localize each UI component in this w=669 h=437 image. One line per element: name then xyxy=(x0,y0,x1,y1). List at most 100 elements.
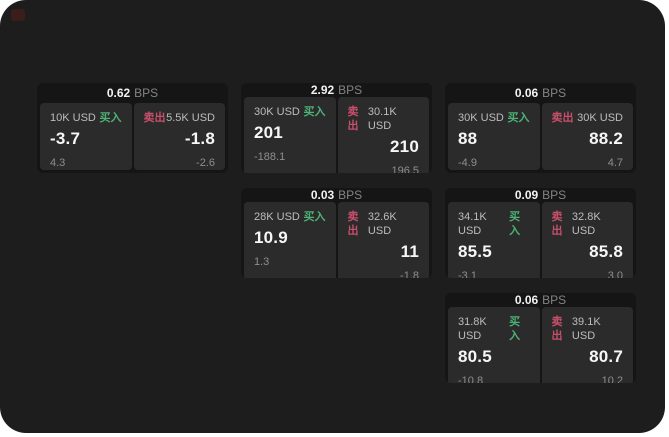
sell-side-label: 卖出 xyxy=(551,112,574,124)
bps-value: 0.03 xyxy=(310,188,335,202)
sell-side-label: 卖出 xyxy=(347,211,359,237)
buy-panel-header: 10K USD 买入 xyxy=(50,111,122,125)
sell-price: -1.8 xyxy=(184,129,215,148)
buy-panel-header: 34.1K USD 买入 xyxy=(458,210,530,238)
sell-side-label: 卖出 xyxy=(551,211,563,237)
bps-unit-label: BPS xyxy=(542,293,567,307)
buy-delta: -10.8 xyxy=(458,375,484,383)
sell-delta: -1.8 xyxy=(400,270,419,278)
quote-card[interactable]: 0.62 BPS 10K USD 买入 -3.7 4.3 卖出 5.5K USD… xyxy=(37,83,228,173)
bps-unit-label: BPS xyxy=(338,83,363,97)
buy-amount: 30K USD xyxy=(254,106,300,118)
sell-panel-header: 卖出 30.1K USD xyxy=(348,105,420,133)
buy-delta: 4.3 xyxy=(50,157,66,169)
buy-side-label: 买入 xyxy=(303,211,326,223)
card-header: 2.92 BPS xyxy=(241,83,432,97)
buy-price: -3.7 xyxy=(50,129,81,148)
buy-side-label: 买入 xyxy=(509,316,521,342)
bps-value: 0.06 xyxy=(514,293,539,307)
quote-card[interactable]: 0.03 BPS 28K USD 买入 10.9 1.3 卖出 32.6K US… xyxy=(241,188,432,278)
buy-panel[interactable]: 34.1K USD 买入 85.5 -3.1 xyxy=(448,202,540,278)
sell-amount: 30.1K USD xyxy=(367,106,397,132)
sell-panel-header: 卖出 32.8K USD xyxy=(552,210,624,238)
buy-side-label: 买入 xyxy=(507,112,530,124)
card-body: 30K USD 买入 201 -188.1 卖出 30.1K USD 210 1… xyxy=(241,97,432,173)
buy-side-label: 买入 xyxy=(99,112,122,124)
quote-card[interactable]: 0.06 BPS 31.8K USD 买入 80.5 -10.8 卖出 39.1… xyxy=(445,293,636,383)
buy-panel[interactable]: 28K USD 买入 10.9 1.3 xyxy=(244,202,336,278)
card-header: 0.09 BPS xyxy=(445,188,636,202)
sell-amount: 30K USD xyxy=(577,112,623,124)
sell-price: 88.2 xyxy=(589,129,623,148)
buy-panel-header: 28K USD 买入 xyxy=(254,210,326,224)
sell-side-label: 卖出 xyxy=(551,316,563,342)
card-body: 30K USD 买入 88 -4.9 卖出 30K USD 88.2 4.7 xyxy=(445,103,636,173)
buy-amount: 31.8K USD xyxy=(458,316,487,342)
sell-delta: 4.7 xyxy=(607,157,623,169)
bps-unit-label: BPS xyxy=(338,188,363,202)
buy-panel-header: 30K USD 买入 xyxy=(254,105,326,119)
buy-side-label: 买入 xyxy=(303,106,326,118)
buy-panel[interactable]: 10K USD 买入 -3.7 4.3 xyxy=(40,103,132,170)
sell-panel-header: 卖出 5.5K USD xyxy=(144,111,216,125)
quote-card[interactable]: 2.92 BPS 30K USD 买入 201 -188.1 卖出 30.1K … xyxy=(241,83,432,173)
sell-price: 85.8 xyxy=(589,242,623,261)
sell-panel[interactable]: 卖出 32.8K USD 85.8 3.0 xyxy=(541,202,633,278)
sell-panel[interactable]: 卖出 32.6K USD 11 -1.8 xyxy=(337,202,429,278)
sell-side-label: 卖出 xyxy=(347,106,359,132)
quote-card[interactable]: 0.09 BPS 34.1K USD 买入 85.5 -3.1 卖出 32.8K… xyxy=(445,188,636,278)
card-body: 10K USD 买入 -3.7 4.3 卖出 5.5K USD -1.8 -2.… xyxy=(37,103,228,173)
sell-panel[interactable]: 卖出 30.1K USD 210 196.5 xyxy=(337,97,429,173)
buy-panel[interactable]: 30K USD 买入 88 -4.9 xyxy=(448,103,540,170)
buy-delta: 1.3 xyxy=(254,256,270,268)
buy-panel-header: 30K USD 买入 xyxy=(458,111,530,125)
buy-amount: 30K USD xyxy=(458,112,504,124)
app-logo-icon xyxy=(11,9,25,21)
bps-unit-label: BPS xyxy=(542,188,567,202)
card-body: 28K USD 买入 10.9 1.3 卖出 32.6K USD 11 -1.8 xyxy=(241,202,432,278)
sell-delta: -2.6 xyxy=(196,157,215,169)
buy-panel[interactable]: 31.8K USD 买入 80.5 -10.8 xyxy=(448,307,540,383)
sell-delta: 10.2 xyxy=(601,375,623,383)
sell-price: 11 xyxy=(400,242,419,261)
quote-card[interactable]: 0.06 BPS 30K USD 买入 88 -4.9 卖出 30K USD 8… xyxy=(445,83,636,173)
sell-panel-header: 卖出 30K USD xyxy=(552,111,624,125)
buy-price: 88 xyxy=(458,129,478,148)
sell-delta: 3.0 xyxy=(607,270,623,278)
buy-amount: 10K USD xyxy=(50,112,96,124)
bps-unit-label: BPS xyxy=(134,86,159,100)
sell-panel[interactable]: 卖出 39.1K USD 80.7 10.2 xyxy=(541,307,633,383)
sell-price: 210 xyxy=(390,137,419,156)
cards-grid: 0.62 BPS 10K USD 买入 -3.7 4.3 卖出 5.5K USD… xyxy=(37,83,636,383)
sell-amount: 32.6K USD xyxy=(367,211,397,237)
buy-panel-header: 31.8K USD 买入 xyxy=(458,315,530,343)
card-header: 0.62 BPS xyxy=(37,83,228,103)
sell-panel[interactable]: 卖出 30K USD 88.2 4.7 xyxy=(541,103,633,170)
bps-value: 2.92 xyxy=(310,83,335,97)
sell-panel[interactable]: 卖出 5.5K USD -1.8 -2.6 xyxy=(133,103,225,170)
bps-value: 0.62 xyxy=(106,86,131,100)
buy-panel[interactable]: 30K USD 买入 201 -188.1 xyxy=(244,97,336,173)
buy-delta: -4.9 xyxy=(458,157,477,169)
buy-price: 10.9 xyxy=(254,228,288,247)
buy-amount: 28K USD xyxy=(254,211,300,223)
sell-amount: 32.8K USD xyxy=(571,211,601,237)
buy-price: 201 xyxy=(254,123,283,142)
card-body: 34.1K USD 买入 85.5 -3.1 卖出 32.8K USD 85.8… xyxy=(445,202,636,278)
buy-amount: 34.1K USD xyxy=(458,211,487,237)
sell-panel-header: 卖出 39.1K USD xyxy=(552,315,624,343)
card-header: 0.03 BPS xyxy=(241,188,432,202)
sell-amount: 5.5K USD xyxy=(166,112,215,124)
buy-delta: -188.1 xyxy=(254,151,286,163)
sell-price: 80.7 xyxy=(589,347,623,366)
buy-price: 80.5 xyxy=(458,347,492,366)
sell-side-label: 卖出 xyxy=(143,112,166,124)
sell-amount: 39.1K USD xyxy=(571,316,601,342)
sell-panel-header: 卖出 32.6K USD xyxy=(348,210,420,238)
card-header: 0.06 BPS xyxy=(445,293,636,307)
card-body: 31.8K USD 买入 80.5 -10.8 卖出 39.1K USD 80.… xyxy=(445,307,636,383)
sell-delta: 196.5 xyxy=(391,165,419,173)
buy-delta: -3.1 xyxy=(458,270,477,278)
bps-value: 0.09 xyxy=(514,188,539,202)
